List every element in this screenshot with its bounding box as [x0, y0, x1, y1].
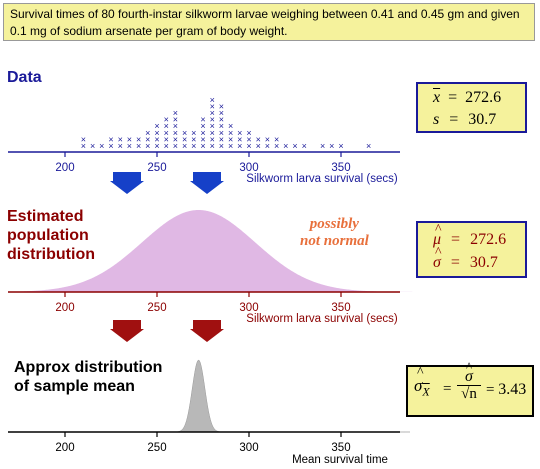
sd-symbol: s — [433, 111, 439, 128]
hat-icon: ^ — [466, 359, 472, 375]
data-point: × — [292, 141, 297, 151]
sample-mean-tick-label: 300 — [239, 442, 258, 454]
data-title: Data — [7, 68, 42, 87]
data-point: × — [81, 134, 86, 144]
data-point: × — [200, 115, 205, 125]
population-estimates-box: μ ^ = 272.6 σ ^ = 30.7 — [416, 221, 527, 278]
data-point: × — [145, 128, 150, 138]
hat-icon: ^ — [417, 365, 424, 381]
population-tick-label: 200 — [55, 302, 74, 314]
arrow-down-icon — [110, 320, 144, 342]
mean-symbol: x — [433, 89, 440, 106]
data-point: × — [154, 121, 159, 131]
data-point: × — [118, 134, 123, 144]
population-density-curve — [10, 210, 420, 292]
arrow-down-icon — [110, 172, 144, 194]
hat-icon: ^ — [435, 245, 442, 261]
data-point: × — [274, 134, 279, 144]
data-point: × — [237, 128, 242, 138]
data-point: × — [182, 128, 187, 138]
arrow-down-icon — [190, 172, 224, 194]
data-point: × — [173, 108, 178, 118]
data-point: × — [219, 101, 224, 111]
data-point: × — [90, 141, 95, 151]
mu-estimate-value: 272.6 — [470, 231, 506, 248]
equals-sign: = — [451, 254, 460, 271]
equals-sign: = — [443, 381, 451, 398]
data-point: × — [228, 121, 233, 131]
data-point: × — [366, 141, 371, 151]
data-point: × — [127, 134, 132, 144]
equals-sign: = — [486, 382, 494, 398]
data-point: × — [164, 115, 169, 125]
data-point: × — [320, 141, 325, 151]
equals-sign: = — [449, 111, 458, 128]
sample-mean-tick-label: 350 — [331, 442, 350, 454]
data-point: × — [265, 134, 270, 144]
sigma-estimate-value: 30.7 — [470, 254, 498, 271]
standard-error-value: 3.43 — [498, 381, 526, 398]
population-density-plot: 200 250 300 350 Silkworm larva survival (se… — [0, 200, 420, 328]
xbar-subscript: X — [422, 384, 429, 398]
data-point: × — [283, 141, 288, 151]
data-axis-label: Silkworm larva survival (secs) — [246, 173, 398, 185]
sample-stats-box: x = 272.6 s = 30.7 — [416, 82, 527, 133]
data-point: × — [99, 141, 104, 151]
data-point: × — [246, 128, 251, 138]
equals-sign: = — [451, 231, 460, 248]
data-point: × — [191, 128, 196, 138]
data-tick-label: 250 — [147, 162, 166, 174]
equals-sign: = — [448, 89, 457, 106]
data-point: × — [210, 95, 215, 105]
data-point: × — [329, 141, 334, 151]
sample-mean-value: 272.6 — [465, 89, 501, 106]
data-point: × — [256, 134, 261, 144]
sample-mean-tick-label: 250 — [147, 442, 166, 454]
sample-sd-value: 30.7 — [468, 111, 496, 128]
data-tick-label: 200 — [55, 162, 74, 174]
description-banner: Survival times of 80 fourth-instar silkw… — [3, 3, 535, 41]
data-point: × — [136, 134, 141, 144]
data-point: × — [108, 134, 113, 144]
sample-mean-axis-label: Mean survival time — [292, 454, 388, 466]
data-point: × — [338, 141, 343, 151]
sample-mean-density-curve — [10, 360, 410, 432]
sqrt-n-denominator: √n — [457, 385, 481, 402]
population-tick-label: 250 — [147, 302, 166, 314]
arrow-down-icon — [190, 320, 224, 342]
hat-icon: ^ — [435, 222, 442, 238]
population-axis-label: Silkworm larva survival (secs) — [246, 313, 398, 325]
data-dot-plot: 200 250 300 350 ××× × ×××××××××××××××××××××××… — [0, 90, 410, 185]
sample-mean-density-plot: 200 250 300 350 Mean survival time — [0, 350, 410, 469]
standard-error-box: σX ^ = σ √n ^ = 3.43 — [406, 365, 534, 417]
sample-mean-tick-label: 200 — [55, 442, 74, 454]
data-point: × — [302, 141, 307, 151]
